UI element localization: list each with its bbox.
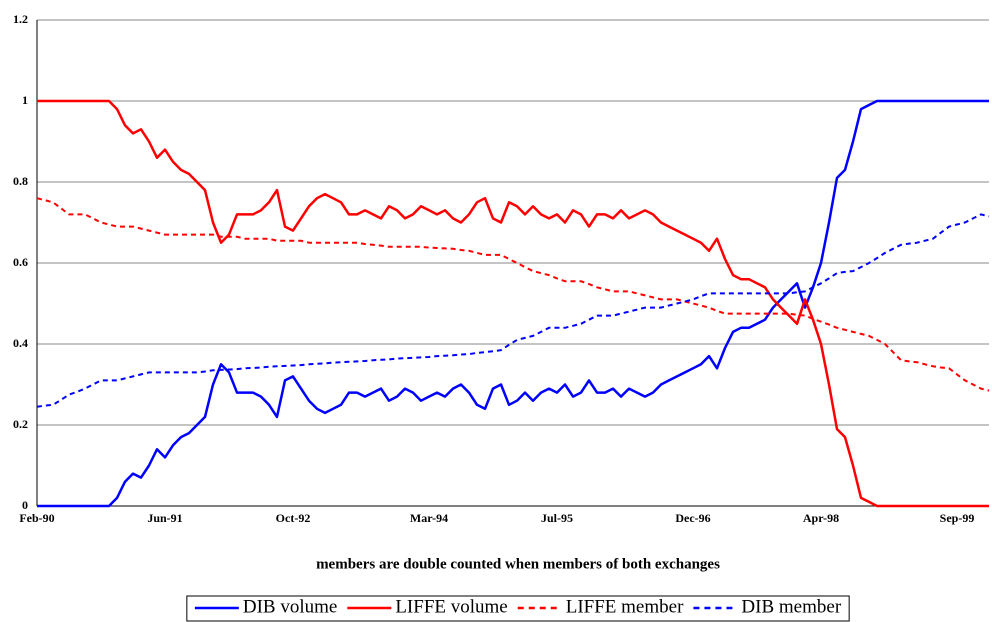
data-line xyxy=(36,213,990,408)
x-tick-label: Dec-96 xyxy=(675,511,710,525)
data-line xyxy=(37,99,989,508)
y-tick-label: 0.8 xyxy=(13,174,28,188)
data-line xyxy=(37,99,989,508)
x-axis-title: members are double counted when members … xyxy=(316,556,720,572)
y-tick-label: 0.2 xyxy=(13,417,28,431)
x-tick-label: Jun-91 xyxy=(147,511,182,525)
legend-label: LIFFE member xyxy=(566,596,684,617)
legend-label: LIFFE volume xyxy=(395,596,507,617)
x-tick-label: Jul-95 xyxy=(541,511,573,525)
x-tick-label: Feb-90 xyxy=(19,511,54,525)
legend-label: DIB volume xyxy=(243,596,337,617)
legend-box xyxy=(186,595,850,622)
y-tick-label: 0.4 xyxy=(13,336,28,350)
y-tick-label: 0.6 xyxy=(13,255,28,269)
legend: DIB volume LIFFE volume LIFFE member DIB me… xyxy=(186,595,850,622)
legend-label: DIB member xyxy=(741,596,841,617)
x-tick-label: Apr-98 xyxy=(803,511,839,525)
y-tick-label: 0 xyxy=(22,498,28,512)
x-tick-label: Mar-94 xyxy=(410,511,448,525)
x-tick-label: Sep-99 xyxy=(940,511,975,525)
y-tick-label: 1.2 xyxy=(13,12,28,26)
x-tick-label: Oct-92 xyxy=(276,511,311,525)
y-tick-label: 1 xyxy=(22,93,28,107)
data-line xyxy=(36,197,990,392)
